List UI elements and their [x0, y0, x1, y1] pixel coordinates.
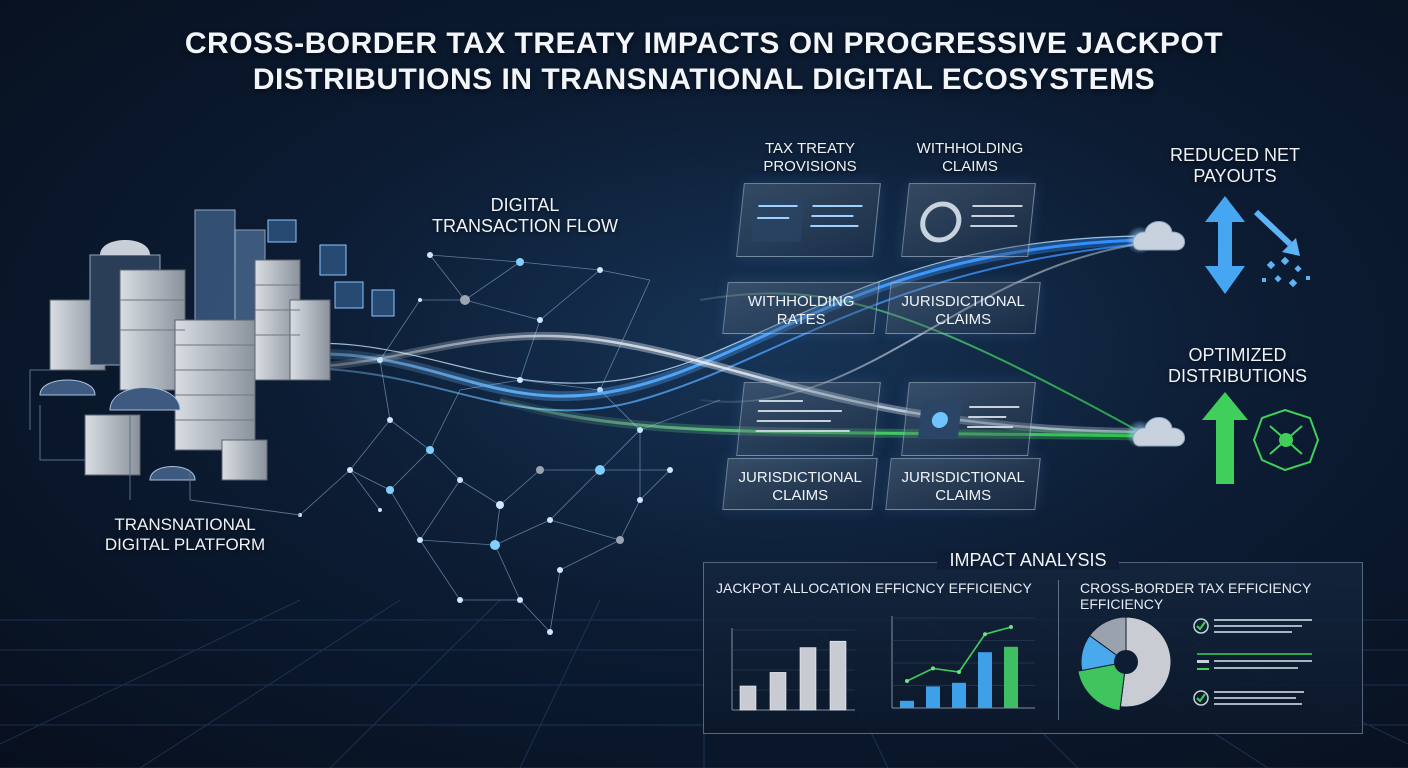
pie-slice-1 — [1077, 661, 1127, 710]
platform-label-line-2: DIGITAL PLATFORM — [104, 535, 266, 554]
optimized-label-line-1: OPTIMIZED — [1188, 345, 1287, 365]
impact-analysis-heading: IMPACT ANALYSIS — [918, 550, 1138, 571]
network-graph — [299, 254, 721, 633]
tax-treaty-provisions-label: TAX TREATY PROVISIONS — [730, 140, 890, 176]
double-arrow-icon — [1205, 196, 1245, 294]
provisions-label-line-1: TAX TREATY — [764, 140, 855, 157]
bar-0 — [739, 685, 757, 711]
trend-point-4 — [1009, 625, 1013, 629]
gauge-icon — [920, 201, 1023, 243]
bar-2 — [952, 682, 966, 708]
jurisdictional-claims-lower-left-line-1: JURISDICTIONAL — [738, 469, 862, 486]
withholding-claims-label: WITHHOLDING CLAIMS — [890, 140, 1050, 176]
impact-divider — [1058, 580, 1059, 720]
reduced-net-payouts-label: REDUCED NET PAYOUTS — [1150, 145, 1320, 187]
jurisdictional-claims-panel-lower-right: JURISDICTIONAL CLAIMS — [885, 458, 1041, 510]
trend-point-0 — [905, 679, 909, 683]
tax-efficiency-title-line-1: CROSS-BORDER TAX EFFICIENCY — [1080, 580, 1312, 596]
cloud-icon-bottom — [1132, 417, 1185, 447]
server-cluster — [29, 209, 395, 516]
trend-point-3 — [983, 632, 987, 637]
down-right-arrow-icon — [1253, 209, 1300, 256]
jurisdictional-claims-panel-lower-left: JURISDICTIONAL CLAIMS — [722, 458, 878, 510]
pie-hole — [1114, 650, 1138, 674]
tax-efficiency-title-line-2: EFFICIENCY — [1080, 596, 1164, 612]
withholding-rates-line-2: RATES — [776, 311, 826, 328]
bar-3 — [829, 640, 847, 711]
bar-2 — [799, 647, 817, 711]
withholding-claims-screen — [901, 183, 1036, 257]
up-arrow-icon — [1202, 392, 1248, 484]
flow-label-line-2: TRANSACTION FLOW — [431, 216, 618, 236]
mid-left-screen — [736, 382, 881, 456]
page-title: CROSS-BORDER TAX TREATY IMPACTS ON PROGR… — [0, 26, 1408, 98]
reduced-label-line-1: REDUCED NET — [1169, 145, 1300, 165]
network-badge-icon — [1252, 408, 1320, 472]
page-title-line-2: DISTRIBUTIONS IN TRANSNATIONAL DIGITAL E… — [252, 63, 1156, 96]
bar-1 — [769, 672, 787, 711]
efficiency-bar-line-chart — [891, 616, 1035, 709]
transaction-flow-label: DIGITAL TRANSACTION FLOW — [415, 195, 635, 237]
jurisdictional-claims-upper-line-1: JURISDICTIONAL — [901, 293, 1025, 310]
jurisdictional-claims-lower-right-line-2: CLAIMS — [935, 487, 992, 504]
check-icon — [1193, 690, 1209, 706]
cloud-icon-top — [1132, 221, 1185, 251]
jackpot-allocation-bar-chart — [731, 628, 855, 711]
document-lines-icon — [755, 400, 850, 432]
mid-right-screen — [901, 382, 1036, 456]
provisions-label-line-2: PROVISIONS — [763, 158, 857, 175]
jurisdictional-claims-lower-left-line-2: CLAIMS — [772, 487, 829, 504]
scatter-particles-icon — [1262, 256, 1310, 288]
network-nodes — [298, 252, 673, 635]
tax-efficiency-chart-title: CROSS-BORDER TAX EFFICIENCY EFFICIENCY — [1080, 580, 1311, 612]
optimized-label-line-2: DISTRIBUTIONS — [1167, 366, 1307, 386]
reduced-label-line-2: PAYOUTS — [1193, 166, 1277, 186]
optimized-distributions-label: OPTIMIZED DISTRIBUTIONS — [1150, 345, 1325, 387]
platform-label: TRANSNATIONAL DIGITAL PLATFORM — [70, 515, 300, 555]
withholding-rates-panel: WITHHOLDING RATES — [722, 282, 880, 334]
treaty-provisions-screen — [736, 183, 881, 257]
bar-3 — [978, 652, 992, 708]
document-lines-icon — [750, 198, 863, 242]
withholding-claims-label-line-1: WITHHOLDING — [916, 140, 1024, 157]
platform-label-line-1: TRANSNATIONAL — [114, 515, 256, 534]
bar-4 — [1004, 646, 1018, 708]
trend-point-2 — [957, 670, 961, 674]
bar-1 — [926, 686, 940, 708]
trend-point-1 — [931, 666, 935, 671]
impact-analysis-heading-text: IMPACT ANALYSIS — [937, 550, 1119, 570]
jurisdictional-claims-upper-line-2: CLAIMS — [935, 311, 992, 328]
pie-legend — [1193, 618, 1312, 706]
withholding-rates-line-1: WITHHOLDING — [747, 293, 855, 310]
page-title-line-1: CROSS-BORDER TAX TREATY IMPACTS ON PROGR… — [184, 27, 1224, 60]
jurisdictional-claims-panel-upper: JURISDICTIONAL CLAIMS — [885, 282, 1041, 334]
check-icon — [1193, 618, 1209, 634]
target-icon — [917, 401, 1020, 439]
withholding-claims-label-line-2: CLAIMS — [942, 158, 998, 175]
pie-slice-0 — [1119, 616, 1172, 708]
jurisdictional-claims-lower-right-line-1: JURISDICTIONAL — [901, 469, 1025, 486]
jackpot-chart-title: JACKPOT ALLOCATION EFFICNCY EFFICIENCY — [716, 580, 1032, 596]
bar-0 — [900, 700, 914, 708]
flow-label-line-1: DIGITAL — [490, 195, 560, 215]
tax-efficiency-pie-chart — [1077, 616, 1172, 710]
pie-slice-3 — [1088, 616, 1127, 663]
